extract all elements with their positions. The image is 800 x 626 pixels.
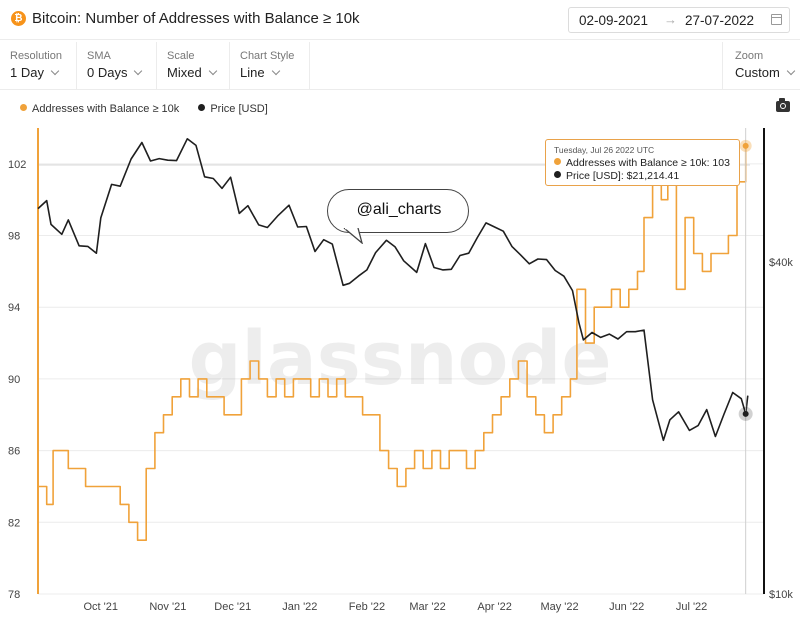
resolution-dropdown[interactable]: Resolution 1 Day bbox=[0, 42, 77, 90]
x-tick-label: Apr '22 bbox=[477, 601, 512, 613]
legend-item-addresses[interactable]: Addresses with Balance ≥ 10k bbox=[20, 103, 179, 115]
legend-addresses-label: Addresses with Balance ≥ 10k bbox=[32, 103, 180, 115]
zoom-label: Zoom bbox=[735, 50, 764, 62]
x-tick-label: Mar '22 bbox=[409, 601, 445, 613]
right-tick-label: $40k bbox=[769, 257, 793, 269]
orange-dot-icon bbox=[20, 104, 27, 111]
date-from-field[interactable]: 02-09-2021 bbox=[579, 13, 649, 28]
black-dot-icon bbox=[554, 171, 561, 178]
camera-icon[interactable] bbox=[776, 98, 790, 112]
series-addresses-line bbox=[38, 145, 747, 541]
highlight-point-addresses bbox=[742, 142, 749, 149]
data-tooltip: Tuesday, Jul 26 2022 UTC Addresses with … bbox=[545, 139, 740, 186]
right-tick-label: $10k bbox=[769, 589, 793, 601]
x-tick-label: Nov '21 bbox=[149, 601, 186, 613]
scale-label: Scale bbox=[167, 50, 195, 62]
bitcoin-icon: ₿ bbox=[11, 11, 26, 26]
series-layer bbox=[37, 138, 749, 541]
chart-header: ₿ Bitcoin: Number of Addresses with Bala… bbox=[0, 0, 800, 40]
arrow-right-icon: → bbox=[664, 12, 677, 27]
annotation-bubble: @ali_charts bbox=[327, 189, 469, 233]
left-tick-label: 78 bbox=[8, 589, 20, 601]
x-tick-label: Dec '21 bbox=[214, 601, 251, 613]
tooltip-addresses-value: Addresses with Balance ≥ 10k: 103 bbox=[566, 157, 730, 169]
sma-dropdown[interactable]: SMA 0 Days bbox=[77, 42, 157, 90]
calendar-icon[interactable] bbox=[771, 14, 782, 25]
resolution-label: Resolution bbox=[10, 50, 62, 62]
zoom-dropdown[interactable]: Zoom Custom bbox=[722, 42, 800, 90]
x-tick-label: Feb '22 bbox=[349, 601, 385, 613]
watermark: glassnode bbox=[188, 316, 611, 402]
left-tick-label: 98 bbox=[8, 231, 20, 243]
x-tick-label: Jun '22 bbox=[609, 601, 644, 613]
left-tick-label: 102 bbox=[8, 159, 26, 171]
legend-price-label: Price [USD] bbox=[210, 103, 268, 115]
tooltip-price-value: Price [USD]: $21,214.41 bbox=[566, 170, 680, 182]
date-range-picker[interactable]: 02-09-2021 → 27-07-2022 bbox=[568, 7, 790, 33]
left-tick-label: 86 bbox=[8, 446, 20, 458]
chart-style-value[interactable]: Line bbox=[240, 65, 279, 80]
sma-value[interactable]: 0 Days bbox=[87, 65, 141, 80]
scale-value[interactable]: Mixed bbox=[167, 65, 216, 80]
right-axis: $10k $40k bbox=[763, 128, 793, 601]
annotation-text: @ali_charts bbox=[356, 201, 442, 218]
chart-title: Bitcoin: Number of Addresses with Balanc… bbox=[32, 10, 360, 27]
sma-label: SMA bbox=[87, 50, 111, 62]
chart-legend: Addresses with Balance ≥ 10k Price [USD] bbox=[20, 103, 284, 115]
overlay-layer bbox=[738, 128, 753, 594]
black-dot-icon bbox=[198, 104, 206, 111]
highlight-point-price bbox=[742, 410, 749, 417]
scale-dropdown[interactable]: Scale Mixed bbox=[157, 42, 230, 90]
tooltip-addresses: Addresses with Balance ≥ 10k: 103 bbox=[554, 157, 730, 169]
x-tick-label: Jan '22 bbox=[282, 601, 317, 613]
resolution-value[interactable]: 1 Day bbox=[10, 65, 58, 80]
tooltip-date: Tuesday, Jul 26 2022 UTC bbox=[554, 145, 655, 155]
series-price-line bbox=[37, 138, 749, 442]
x-axis: Oct '21 Nov '21 Dec '21 Jan '22 Feb '22 Mar '… bbox=[84, 601, 708, 613]
legend-item-price[interactable]: Price [USD] bbox=[198, 103, 268, 115]
tooltip-price: Price [USD]: $21,214.41 bbox=[554, 170, 679, 182]
chart-style-dropdown[interactable]: Chart Style Line bbox=[230, 42, 310, 90]
orange-dot-icon bbox=[554, 158, 561, 165]
left-tick-label: 94 bbox=[8, 302, 20, 314]
chart-style-label: Chart Style bbox=[240, 50, 295, 62]
chart-controls: Resolution 1 Day SMA 0 Days Scale Mixed … bbox=[0, 42, 800, 90]
left-tick-label: 82 bbox=[8, 517, 20, 529]
left-axis: 78 82 86 90 94 98 102 bbox=[8, 128, 39, 601]
x-tick-label: May '22 bbox=[540, 601, 578, 613]
x-tick-label: Oct '21 bbox=[84, 601, 119, 613]
date-to-field[interactable]: 27-07-2022 bbox=[685, 13, 755, 28]
left-tick-label: 90 bbox=[8, 374, 20, 386]
x-tick-label: Jul '22 bbox=[676, 601, 707, 613]
zoom-value[interactable]: Custom bbox=[735, 65, 794, 80]
bubble-tail bbox=[343, 228, 363, 244]
